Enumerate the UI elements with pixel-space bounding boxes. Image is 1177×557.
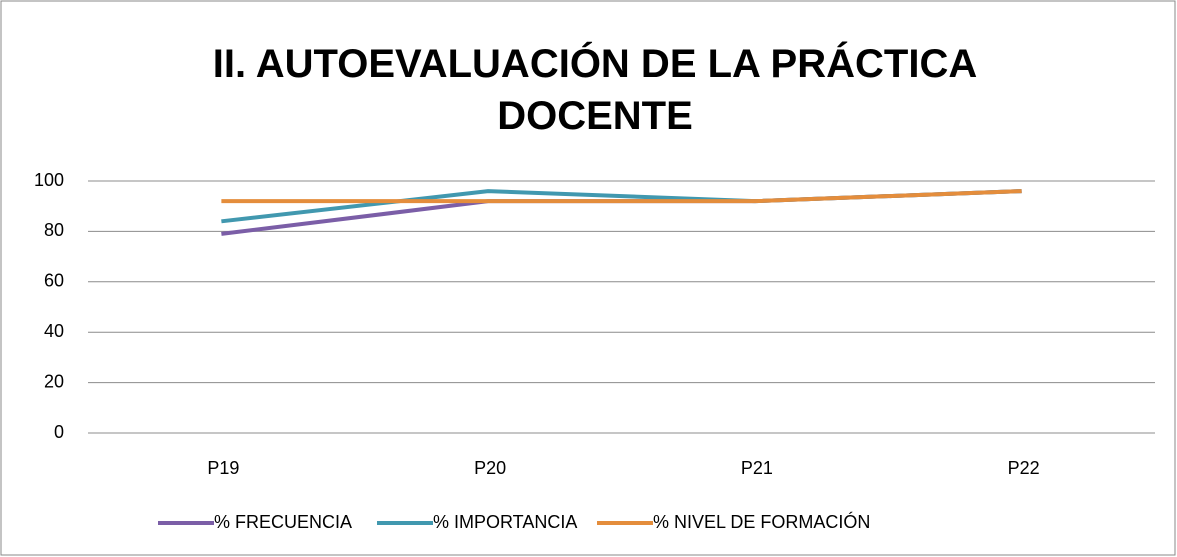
x-tick-label: P21 [741,458,773,478]
y-tick-label: 60 [44,271,64,291]
x-tick-label: P20 [474,458,506,478]
y-tick-label: 20 [44,371,64,391]
legend-label: % NIVEL DE FORMACIÓN [653,511,870,532]
y-tick-label: 40 [44,321,64,341]
x-tick-label: P19 [207,458,239,478]
chart-title: II. AUTOEVALUACIÓN DE LA PRÁCTICA DOCENT… [212,42,978,138]
y-tick-label: 0 [54,422,64,442]
x-tick-label: P22 [1008,458,1040,478]
y-tick-label: 100 [34,170,64,190]
y-tick-label: 80 [44,220,64,240]
legend-label: % FRECUENCIA [214,512,352,532]
series-line [221,189,1022,204]
legend-label: % IMPORTANCIA [433,512,577,532]
